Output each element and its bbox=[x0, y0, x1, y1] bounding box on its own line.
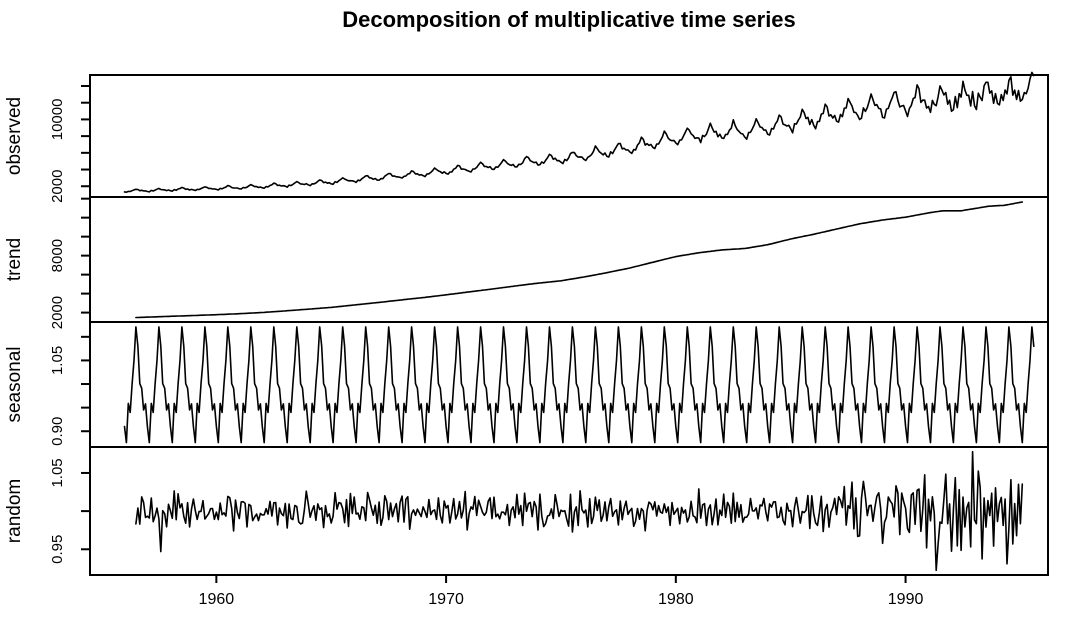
plot-border bbox=[89, 74, 1049, 576]
ylabel-random: random bbox=[4, 479, 25, 543]
y-tick-label-trend: 8000 bbox=[49, 239, 66, 272]
x-tick-label: 1990 bbox=[888, 591, 924, 608]
ylabel-observed: observed bbox=[4, 97, 25, 175]
axes-group: 2000 10000 observed 2000 8000 trend 0.90 1.05 se… bbox=[4, 84, 924, 608]
observed-series-line bbox=[123, 71, 1035, 193]
y-tick-label-random: 0.95 bbox=[49, 535, 66, 564]
y-tick-label-observed: 10000 bbox=[49, 99, 66, 141]
trend-series-line bbox=[135, 201, 1024, 319]
y-tick-label-seasonal: 0.90 bbox=[49, 417, 66, 446]
x-tick-label: 1960 bbox=[199, 591, 235, 608]
y-tick-label-trend: 2000 bbox=[49, 296, 66, 329]
ylabel-trend: trend bbox=[4, 238, 25, 281]
x-tick-label: 1970 bbox=[428, 591, 464, 608]
y-tick-label-seasonal: 1.05 bbox=[49, 346, 66, 375]
y-tick-label-observed: 2000 bbox=[49, 170, 66, 203]
ylabel-seasonal: seasonal bbox=[4, 346, 25, 422]
x-tick-label: 1980 bbox=[658, 591, 694, 608]
y-tick-label-random: 1.05 bbox=[49, 458, 66, 487]
random-series-line bbox=[135, 450, 1024, 572]
chart-title: Decomposition of multiplicative time ser… bbox=[342, 7, 796, 32]
seasonal-series-line bbox=[123, 326, 1035, 444]
series-group bbox=[123, 71, 1035, 572]
plot-frame bbox=[89, 74, 1049, 576]
